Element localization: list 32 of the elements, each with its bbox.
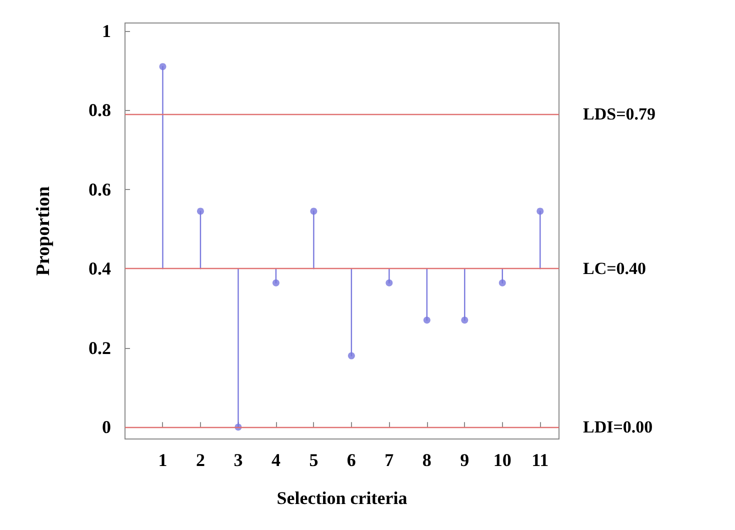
x-tick-label: 11 xyxy=(532,450,549,470)
y-tick-label: 0.4 xyxy=(88,258,111,279)
ref-line-label: LDS=0.79 xyxy=(583,104,656,124)
point xyxy=(310,208,318,215)
x-tick-label: 3 xyxy=(234,450,243,470)
point xyxy=(536,208,544,215)
y-tick-label: 0.8 xyxy=(88,100,111,120)
ref-line-label: LDI=0.00 xyxy=(583,418,653,437)
point xyxy=(159,63,166,70)
y-tick-label: 0.6 xyxy=(88,179,111,200)
x-tick-label: 2 xyxy=(196,450,205,470)
x-tick-label: 9 xyxy=(460,450,470,470)
y-axis-title: Proportion xyxy=(33,186,54,276)
x-tick-label: 8 xyxy=(422,450,432,470)
point xyxy=(498,279,506,286)
y-tick-label: 1 xyxy=(102,20,111,41)
ref-line-label: LC=0.40 xyxy=(583,259,646,278)
x-tick-label: 1 xyxy=(158,450,168,470)
y-tick-label: 0 xyxy=(102,417,111,438)
x-tick-label: 7 xyxy=(384,450,394,470)
point xyxy=(348,352,355,360)
point xyxy=(196,208,204,215)
y-tick-label: 0.2 xyxy=(88,338,111,358)
point xyxy=(461,316,468,324)
x-tick-label: 6 xyxy=(346,450,356,470)
x-tick-label: 5 xyxy=(309,450,318,470)
point xyxy=(272,279,280,286)
x-tick-label: 10 xyxy=(493,450,512,470)
point xyxy=(386,279,393,286)
x-axis-title: Selection criteria xyxy=(276,488,408,508)
x-tick-label: 4 xyxy=(271,450,280,470)
point xyxy=(423,316,430,324)
